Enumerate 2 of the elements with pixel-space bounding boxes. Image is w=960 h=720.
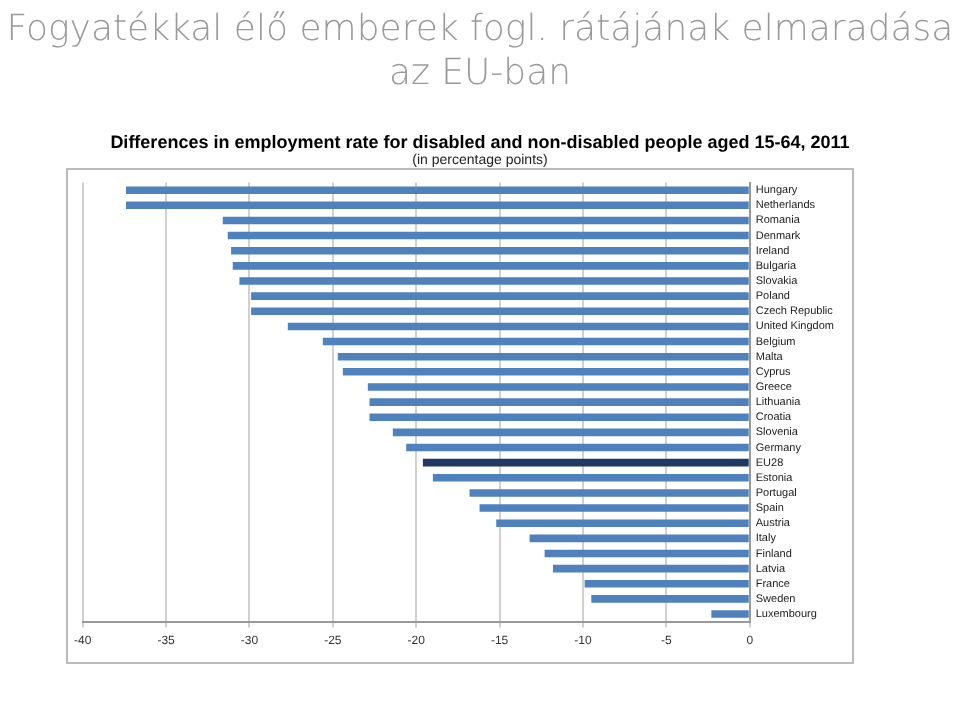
chart-subtitle: Differences in employment rate for disabled and non-disabled people aged 15-64, 2011 [108, 132, 852, 152]
chart-title: Fogyatékkal élő emberek fogl. rátájának elmaradása az EU-ban [4, 8, 956, 96]
